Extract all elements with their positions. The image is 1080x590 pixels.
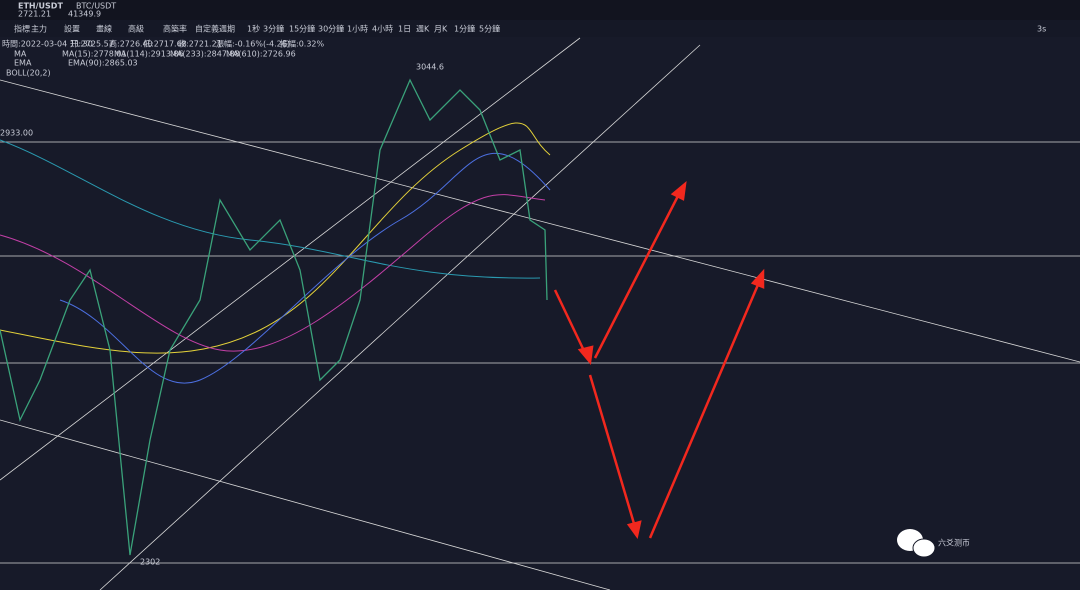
price: 2721.21	[18, 10, 51, 19]
high-label: 3044.6	[416, 63, 444, 72]
info-open: 开:2725.57	[70, 40, 114, 49]
info-close: 收:2721.21	[178, 39, 222, 49]
info-low: 低:2717.68	[143, 39, 187, 49]
ma-value: MA(15):2778.01	[62, 50, 127, 59]
info-line: 時間:2022-03-04 11:30 开:2725.57 高:2726.40 …	[2, 39, 325, 49]
watermark: 六爻测币	[897, 529, 970, 558]
ema-value: EMA(90):2865.03	[68, 59, 138, 68]
info-amplitude: 振幅:0.32%	[280, 39, 325, 49]
tab2[interactable]: BTC/USDT	[76, 2, 116, 11]
ma-value: MA(233):2847.88	[170, 50, 240, 59]
toolbar-item[interactable]: 4小時	[372, 25, 393, 34]
toolbar-item[interactable]: 30分鐘	[318, 24, 344, 34]
tab-bar	[0, 0, 1080, 20]
ma-value: MA(114):2913.86	[114, 50, 184, 59]
toolbar-item[interactable]: 15分鐘	[289, 24, 315, 34]
toolbar-item[interactable]: 設置	[64, 24, 80, 34]
toolbar-item[interactable]: 畫線	[96, 24, 112, 34]
ma-value: MA(610):2726.96	[226, 50, 296, 59]
toolbar-items: 指標 主力 設置 畫線 高級 高築率 自定義週期 1秒 3分鐘 15分鐘 30分鐘 1小時 4小時 1日週…	[14, 24, 500, 34]
toolbar-item[interactable]: 高築率	[163, 24, 187, 34]
price-path	[0, 78, 548, 556]
info-high: 高:2726.40	[109, 39, 153, 49]
refresh[interactable]: 3s	[1037, 25, 1046, 34]
ema-name: EMA	[14, 59, 32, 68]
drawn-lines	[0, 37, 1080, 590]
tab2-price: 41349.9	[68, 10, 101, 19]
toolbar-item[interactable]: 5分鐘	[479, 24, 500, 34]
toolbar-item[interactable]: 3分鐘	[263, 24, 284, 34]
ma-name: MA	[14, 50, 27, 59]
toolbar-item[interactable]: 1小時	[347, 25, 368, 34]
low-label: 2302	[140, 558, 160, 567]
toolbar	[0, 20, 1080, 37]
boll: BOLL(20,2)	[6, 69, 51, 78]
watermark-text: 六爻测币	[938, 538, 970, 548]
toolbar-item[interactable]: 週K	[416, 25, 430, 34]
level-label: 2933.00	[0, 129, 33, 138]
toolbar-item[interactable]: 自定義週期	[195, 24, 235, 34]
info-time: 時間:2022-03-04 11:30	[2, 40, 93, 49]
toolbar-item[interactable]: 1分鐘	[454, 24, 475, 34]
toolbar-item[interactable]: 高級	[128, 24, 144, 34]
info-change: 漲幅:-0.16%(-4.26)	[216, 39, 290, 49]
toolbar-item[interactable]: 指標	[14, 24, 30, 34]
arrows	[553, 180, 765, 539]
toolbar-item[interactable]: 月K	[434, 25, 448, 34]
toolbar-item[interactable]: 1日	[398, 25, 411, 34]
pair[interactable]: ETH/USDT	[18, 2, 63, 11]
toolbar-item[interactable]: 主力	[31, 24, 47, 34]
toolbar-item[interactable]: 1秒	[247, 24, 260, 34]
